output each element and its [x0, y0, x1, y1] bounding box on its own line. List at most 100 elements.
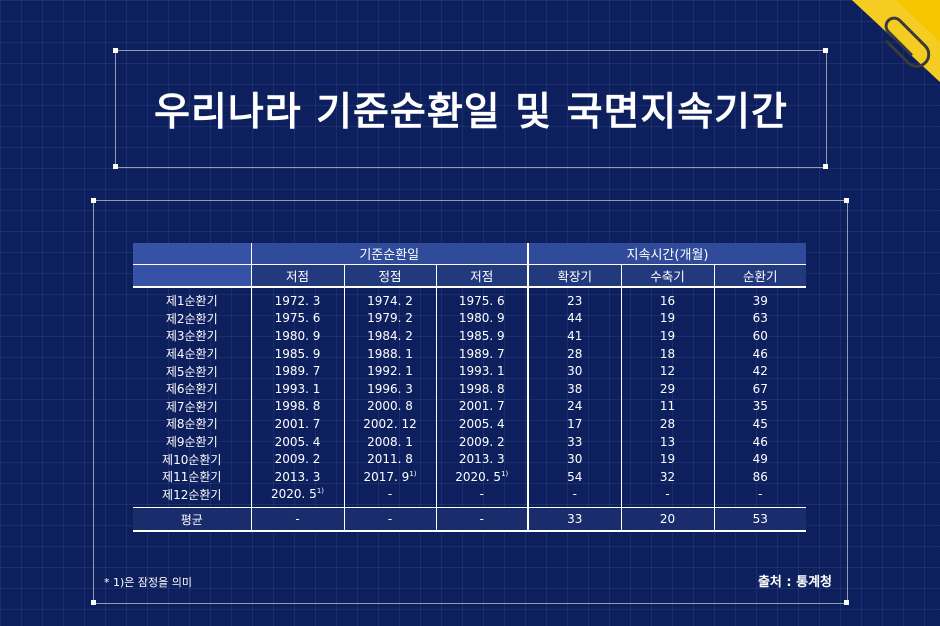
cell-value: 1980. 9: [274, 328, 321, 343]
cell-contraction: 32: [620, 467, 714, 486]
cell-value: 23: [567, 293, 583, 308]
cell-value: 41: [567, 328, 583, 343]
cell-value: 67: [752, 381, 768, 396]
table-row: 제2순환기 1975. 6 1979. 2 1980. 9 44 19 63: [133, 309, 806, 328]
cell-value: 2020. 5: [271, 487, 317, 502]
provisional-mark: 1): [501, 469, 509, 478]
row-label: 제10순환기: [162, 452, 222, 467]
table-row: 제3순환기 1980. 9 1984. 2 1985. 9 41 19 60: [133, 327, 806, 345]
row-label: 제11순환기: [162, 470, 222, 485]
table-row: 제11순환기 2013. 3 2017. 91) 2020. 51) 54 32 86: [133, 467, 806, 486]
cell-value: 30: [567, 452, 583, 467]
frame-handle: [823, 48, 828, 53]
cell-value: 86: [752, 469, 768, 484]
cell-value: 28: [659, 416, 676, 431]
sub-header-row: 저점 정점 저점 확장기 수축기 순환기: [133, 264, 806, 288]
cell-value: 2005. 4: [458, 416, 505, 431]
row-label: 제4순환기: [165, 347, 218, 362]
footnote: * 1)은 잠정을 의미: [104, 576, 192, 589]
table-row: 제6순환기 1993. 1 1996. 3 1998. 8 38 29 67: [133, 379, 806, 398]
cell-value: 35: [752, 399, 768, 414]
cell-contraction: 12: [620, 362, 714, 380]
cell-value: 13: [659, 434, 676, 449]
cell-value: 1993. 1: [274, 381, 321, 396]
cell-cycle: 67: [713, 379, 806, 398]
cell-value: 46: [752, 434, 768, 449]
cell-value: 2002. 12: [363, 416, 417, 431]
row-label: 제7순환기: [165, 399, 218, 414]
cell-value: 42: [752, 364, 768, 379]
cell-value: 11: [659, 399, 676, 414]
cell-trough: 1989. 7: [435, 344, 528, 363]
cell-trough: 2020. 51): [435, 467, 528, 486]
cell-peak: 2008. 1: [343, 432, 436, 451]
cell-value: 1985. 9: [458, 328, 505, 343]
cell-cycle: 63: [713, 309, 806, 328]
cell-value: 19: [659, 328, 676, 343]
source-credit: 출처 : 통계청: [757, 575, 832, 590]
cell-expansion: 44: [527, 309, 621, 328]
cell-trough: 1993. 1: [435, 362, 528, 380]
cell-value: 60: [752, 328, 768, 343]
cell-value: 38: [567, 381, 583, 396]
cell-contraction: 28: [620, 415, 714, 433]
cell-value: 18: [659, 346, 676, 361]
cell-value: 28: [567, 346, 583, 361]
cell-expansion: -: [527, 485, 621, 508]
cell-value: 24: [567, 399, 583, 414]
cell-trough: -: [435, 485, 528, 508]
cell-value: 1992. 1: [367, 364, 413, 379]
frame-handle: [844, 600, 849, 605]
cell-value: 2013. 3: [458, 452, 505, 467]
cell-cycle: 42: [713, 362, 806, 380]
cell-value: 1989. 7: [274, 364, 321, 379]
cell-value: 44: [567, 311, 583, 326]
cell-value: 1988. 1: [367, 346, 413, 361]
cell-value: 19: [659, 452, 676, 467]
cell-contraction: 11: [620, 397, 714, 416]
frame-handle: [91, 600, 96, 605]
title-frame: 우리나라 기준순환일 및 국면지속기간: [115, 50, 827, 168]
cell-trough: 1993. 1: [250, 379, 344, 398]
cell-contraction: 29: [620, 379, 714, 398]
row-label: 제6순환기: [165, 382, 218, 397]
cell-trough: 1980. 9: [435, 309, 528, 328]
cell-value: 49: [752, 452, 768, 467]
cell-expansion: 41: [527, 327, 621, 345]
cell-value: 1980. 9: [458, 311, 505, 326]
cell-cycle: 46: [713, 344, 806, 363]
corner-badge: [852, 0, 940, 82]
cell-expansion: 30: [527, 362, 621, 380]
row-label: 제2순환기: [165, 311, 218, 326]
cell-expansion: 23: [527, 287, 621, 310]
cell-value: -: [387, 487, 393, 502]
cell-trough: 1980. 9: [250, 327, 344, 345]
group-header-row: 기준순환일 지속시간(개월): [133, 243, 806, 265]
cell-value: 2008. 1: [367, 434, 413, 449]
cell-cycle: 60: [713, 327, 806, 345]
cell-trough: 1989. 7: [250, 362, 344, 380]
cell-value: 16: [659, 293, 676, 308]
cell-trough: 1998. 8: [435, 379, 528, 398]
cell-value: 1979. 2: [367, 311, 413, 326]
cell-trough: 2005. 4: [250, 432, 344, 451]
cell-value: -: [479, 487, 484, 502]
cell-trough: 1975. 6: [250, 309, 344, 328]
cell-cycle: 86: [713, 467, 806, 486]
sub-header-expansion: 확장기: [527, 264, 621, 288]
table-row: 제10순환기 2009. 2 2011. 8 2013. 3 30 19 49: [133, 450, 806, 468]
cell-expansion: 28: [527, 344, 621, 363]
cell-value: 45: [752, 416, 768, 431]
row-label: 제5순환기: [165, 364, 218, 379]
cell-trough: 2013. 3: [250, 467, 344, 486]
cell-value: 2017. 9: [363, 469, 410, 484]
cell-trough: 1985. 9: [250, 344, 344, 363]
sub-header-trough: 저점: [250, 264, 344, 288]
group-header-duration: 지속시간(개월): [527, 243, 806, 265]
cell-value: 2020. 5: [455, 469, 502, 484]
cell-peak: 2000. 8: [343, 397, 436, 416]
cell-trough: 2009. 2: [250, 450, 344, 468]
row-label: 제8순환기: [165, 417, 218, 432]
frame-handle: [844, 198, 849, 203]
cell-peak: 1984. 2: [343, 327, 436, 345]
